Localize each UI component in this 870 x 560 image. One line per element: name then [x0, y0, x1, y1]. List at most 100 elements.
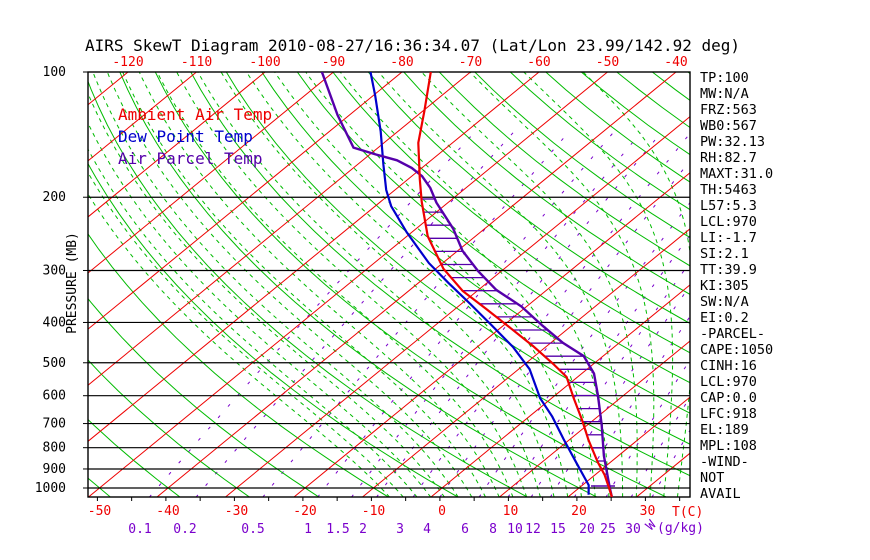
top-temp-label: -60	[527, 55, 550, 70]
stat-line: LCL:970	[700, 374, 757, 390]
moist-adiabat-line	[469, 72, 655, 497]
stat-line: PW:32.13	[700, 134, 765, 150]
moist-adiabat-line	[339, 72, 610, 497]
isotherm-line	[499, 340, 690, 497]
chart-background-lines	[0, 72, 690, 497]
stat-line: TP:100	[700, 70, 749, 86]
dry-adiabat-line	[119, 72, 598, 497]
dry-adiabat-line	[88, 297, 320, 497]
isotherm-line	[567, 396, 690, 497]
stat-line: CINH:16	[700, 358, 757, 374]
isotherm-line	[88, 72, 266, 218]
stat-line: MPL:108	[700, 438, 757, 454]
isotherm-line	[225, 115, 690, 497]
pressure-tick-label: 1000	[35, 481, 66, 496]
pressure-tick-label: 800	[43, 441, 66, 456]
mixing-ratio-line	[351, 132, 642, 497]
isotherm-line	[88, 72, 540, 442]
mixing-ratio-label: 0.1	[128, 522, 151, 537]
top-temp-label: -70	[459, 55, 482, 70]
pressure-tick-label: 500	[43, 356, 66, 371]
mixing-ratio-line	[651, 429, 690, 497]
chart-title: AIRS SkewT Diagram 2010-08-27/16:36:34.0…	[85, 36, 740, 55]
legend-air-parcel-temp: Air Parcel Temp	[118, 149, 263, 168]
moist-adiabat-line	[305, 72, 596, 497]
dew-point-curve	[369, 72, 590, 495]
dry-adiabat-line	[545, 72, 690, 183]
legend-ambient-air-temp: Ambient Air Temp	[118, 105, 272, 124]
mixing-ratio-label: 6	[461, 522, 469, 537]
mixing-ratio-label: 12	[525, 522, 541, 537]
isotherm-line	[156, 72, 677, 497]
mixing-ratio-line	[148, 132, 475, 497]
bottom-temp-label: -20	[293, 504, 316, 519]
stat-line: -PARCEL-	[700, 326, 765, 342]
mixing-ratio-line	[412, 132, 690, 497]
mixing-ratio-unit-label: (g/kg)	[657, 521, 704, 536]
dry-adiabat-line	[88, 233, 389, 497]
dry-adiabat-line	[261, 72, 690, 414]
pressure-tick-label: 400	[43, 315, 66, 330]
mixing-ratio-label: 15	[550, 522, 566, 537]
isotherm-line	[88, 72, 197, 162]
moist-adiabat-line	[122, 72, 487, 497]
moist-adiabat-line	[378, 72, 624, 497]
dry-adiabat-line	[474, 72, 690, 239]
isotherm-line	[430, 284, 690, 497]
stat-line: KI:305	[700, 278, 749, 294]
moist-adiabat-line	[197, 72, 541, 497]
stat-line: MW:N/A	[700, 86, 749, 102]
mixing-ratio-label: 4	[423, 522, 431, 537]
bottom-temp-label: -40	[156, 504, 179, 519]
mixing-ratio-label: 10	[507, 522, 523, 537]
legend-dew-point-temp: Dew Point Temp	[118, 127, 253, 146]
dry-adiabat-line	[296, 72, 690, 384]
dry-adiabat-line	[580, 72, 690, 156]
stat-line: SI:2.1	[700, 246, 749, 262]
isotherm-line	[88, 72, 403, 330]
stat-line: SW:N/A	[700, 294, 749, 310]
mixing-ratio-label: 25	[600, 522, 616, 537]
pressure-tick-label: 100	[43, 65, 66, 80]
chart-frame	[83, 71, 691, 501]
mixing-ratio-label: 1	[304, 522, 312, 537]
sounding-curves	[320, 72, 615, 497]
moist-adiabat-line	[88, 148, 418, 497]
isotherm-line	[362, 228, 690, 497]
stat-line: EI:0.2	[700, 310, 749, 326]
stat-line: AVAIL	[700, 486, 741, 502]
moist-adiabat-line	[246, 72, 569, 497]
stat-line: LI:-1.7	[700, 230, 757, 246]
stat-line: MAXT:31.0	[700, 166, 773, 182]
stats-panel: TP:100MW:N/AFRZ:563WB0:567PW:32.13RH:82.…	[700, 70, 773, 502]
dry-adiabat-line	[88, 359, 250, 497]
moist-adiabat-line	[88, 92, 445, 497]
isotherm-line	[88, 72, 471, 386]
pressure-tick-label: 300	[43, 263, 66, 278]
mixing-ratio-label: 0.5	[241, 522, 264, 537]
dry-adiabat-line	[88, 418, 181, 497]
pressure-axis-title: PRESSURE (MB)	[65, 232, 80, 334]
pressure-tick-label: 600	[43, 389, 66, 404]
plot-border	[87, 71, 691, 498]
dry-adiabat-line	[367, 72, 690, 324]
stat-line: TT:39.9	[700, 262, 757, 278]
stat-line: RH:82.7	[700, 150, 757, 166]
temp-unit-label: T(C)	[672, 505, 703, 520]
bottom-temp-label: 20	[571, 504, 587, 519]
stat-line: TH:5463	[700, 182, 757, 198]
dry-adiabat-line	[438, 72, 690, 267]
top-temp-label: -90	[322, 55, 345, 70]
moist-adiabat-line	[88, 121, 432, 497]
top-temp-label: -40	[664, 55, 687, 70]
isotherm-line	[0, 72, 60, 497]
mixing-ratio-label: 30	[625, 522, 641, 537]
moist-adiabat-line	[156, 72, 514, 497]
pressure-tick-label: 700	[43, 417, 66, 432]
stat-line: NOT	[700, 470, 724, 486]
ambient-temp-curve	[417, 72, 613, 497]
stat-line: EL:189	[700, 422, 749, 438]
moist-adiabat-line	[176, 72, 528, 497]
bottom-temp-label: 0	[438, 504, 446, 519]
